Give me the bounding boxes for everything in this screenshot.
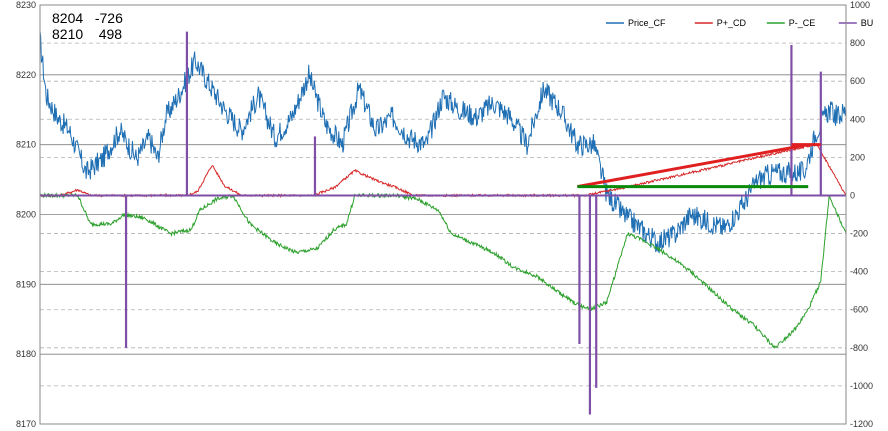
right-tick-label: 400 — [850, 114, 865, 124]
legend-label: P-_CE — [789, 18, 816, 28]
legend-label: P+_CD — [717, 18, 747, 28]
right-tick-label: 200 — [850, 152, 865, 162]
annotations — [577, 143, 821, 189]
right-tick-label: 800 — [850, 38, 865, 48]
right-tick-label: 600 — [850, 76, 865, 86]
left-tick-label: 8180 — [16, 349, 36, 359]
right-tick-label: 1000 — [850, 0, 870, 10]
left-tick-label: 8230 — [16, 0, 36, 10]
grid-lines — [40, 4, 846, 425]
info-line2-b: 498 — [98, 26, 123, 42]
series-p--cd — [39, 142, 847, 199]
right-tick-label: -800 — [850, 343, 868, 353]
legend-label: BU — [861, 18, 874, 28]
right-tick-label: 0 — [850, 190, 855, 200]
right-tick-label: -600 — [850, 305, 868, 315]
left-tick-label: 8220 — [16, 70, 36, 80]
left-tick-label: 8170 — [16, 419, 36, 429]
right-tick-label: -1000 — [850, 381, 873, 391]
plot-frame — [39, 4, 847, 425]
left-tick-label: 8190 — [16, 279, 36, 289]
info-box: 8204 -726 8210 498 — [52, 10, 123, 42]
right-axis-ticks: -1200 -1000 -800 -600 -400 -200 0 200 400 600 800 1… — [850, 0, 873, 429]
bu-spikes — [124, 31, 822, 415]
legend: Price_CF P+_CD P-_CE BU — [606, 18, 873, 28]
right-tick-label: -1200 — [850, 419, 873, 429]
left-axis-ticks: 8170 8180 8190 8200 8210 8220 8230 — [16, 0, 36, 429]
series-p--ce — [39, 191, 847, 349]
legend-label: Price_CF — [628, 18, 666, 28]
series-group — [39, 31, 847, 349]
series-price-cf — [39, 31, 847, 254]
left-tick-label: 8200 — [16, 210, 36, 220]
annotation-line — [577, 143, 809, 189]
info-line1-a: 8204 — [52, 10, 84, 26]
left-tick-label: 8210 — [16, 140, 36, 150]
info-line1-b: -726 — [94, 10, 123, 26]
right-tick-label: -200 — [850, 229, 868, 239]
right-tick-label: -400 — [850, 267, 868, 277]
info-line2-a: 8210 — [52, 26, 84, 42]
